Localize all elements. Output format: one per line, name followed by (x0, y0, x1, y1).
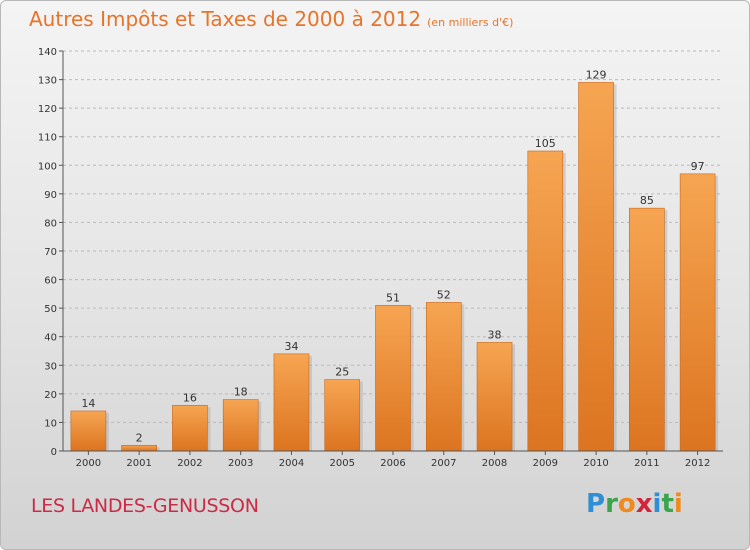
y-tick-label: 120 (38, 104, 57, 115)
y-tick-label: 90 (44, 190, 57, 201)
bar (172, 404, 208, 452)
bar (527, 150, 564, 452)
data-label: 25 (335, 366, 349, 379)
data-label: 105 (535, 137, 556, 150)
axes (59, 50, 723, 455)
logo-letter: o (617, 489, 636, 519)
bars (70, 82, 719, 452)
x-tick-label: 2008 (482, 458, 507, 469)
x-tick-label: 2003 (228, 458, 253, 469)
x-tick-label: 2011 (634, 458, 659, 469)
logo-letter: i (652, 489, 662, 519)
y-tick-label: 20 (44, 390, 57, 401)
data-label: 85 (640, 194, 654, 207)
y-tick-label: 100 (38, 161, 57, 172)
y-tick-label: 60 (44, 276, 57, 287)
x-tick-label: 2012 (685, 458, 710, 469)
logo-letter: r (605, 489, 618, 519)
y-tick-label: 130 (38, 76, 57, 87)
x-tick-label: 2010 (583, 458, 608, 469)
y-tick-label: 70 (44, 247, 57, 258)
data-label: 14 (81, 397, 95, 410)
data-label: 34 (284, 340, 298, 353)
bar (222, 399, 259, 452)
y-tick-label: 140 (38, 47, 57, 58)
bar (324, 379, 361, 452)
y-tick-label: 40 (44, 333, 57, 344)
y-tick-label: 0 (51, 447, 57, 458)
data-label: 2 (136, 431, 143, 444)
chart-title-unit: (en milliers d'€) (427, 16, 514, 29)
data-label: 38 (488, 328, 502, 341)
labels: 0 10 20 30 40 50 60 70 80 90 100 110 120 130 140 14 2000… (38, 47, 710, 469)
x-tick-label: 2005 (330, 458, 355, 469)
proxiti-logo: Proxiti (586, 489, 683, 519)
data-label: 97 (691, 160, 705, 173)
x-tick-label: 2002 (177, 458, 202, 469)
data-label: 16 (183, 391, 197, 404)
data-label: 18 (234, 386, 248, 399)
y-tick-label: 50 (44, 304, 57, 315)
x-tick-label: 2000 (76, 458, 101, 469)
chart-title: Autres Impôts et Taxes de 2000 à 2012 (en… (29, 7, 513, 31)
logo-letter: x (635, 489, 653, 519)
x-tick-label: 2006 (380, 458, 405, 469)
logo-letter: i (673, 489, 683, 519)
y-tick-label: 80 (44, 218, 57, 229)
y-tick-label: 10 (44, 418, 57, 429)
data-label: 51 (386, 291, 400, 304)
bar (629, 207, 665, 452)
y-tick-label: 110 (38, 133, 57, 144)
bar (425, 302, 462, 452)
bar (273, 353, 310, 452)
bar (70, 410, 107, 452)
logo-letter: t (661, 489, 674, 519)
chart-title-main: Autres Impôts et Taxes de 2000 à 2012 (29, 7, 422, 31)
x-tick-label: 2004 (279, 458, 304, 469)
data-label: 129 (586, 68, 607, 81)
bar (578, 82, 614, 452)
logo-letter: P (586, 489, 606, 519)
x-tick-label: 2007 (431, 458, 456, 469)
x-tick-label: 2009 (533, 458, 558, 469)
data-label: 52 (437, 288, 451, 301)
x-tick-label: 2001 (126, 458, 151, 469)
y-tick-label: 30 (44, 361, 57, 372)
commune-name: LES LANDES-GENUSSON (31, 495, 259, 517)
bar (476, 342, 513, 452)
bar (679, 173, 716, 452)
bar (121, 444, 157, 452)
bar (375, 304, 411, 452)
